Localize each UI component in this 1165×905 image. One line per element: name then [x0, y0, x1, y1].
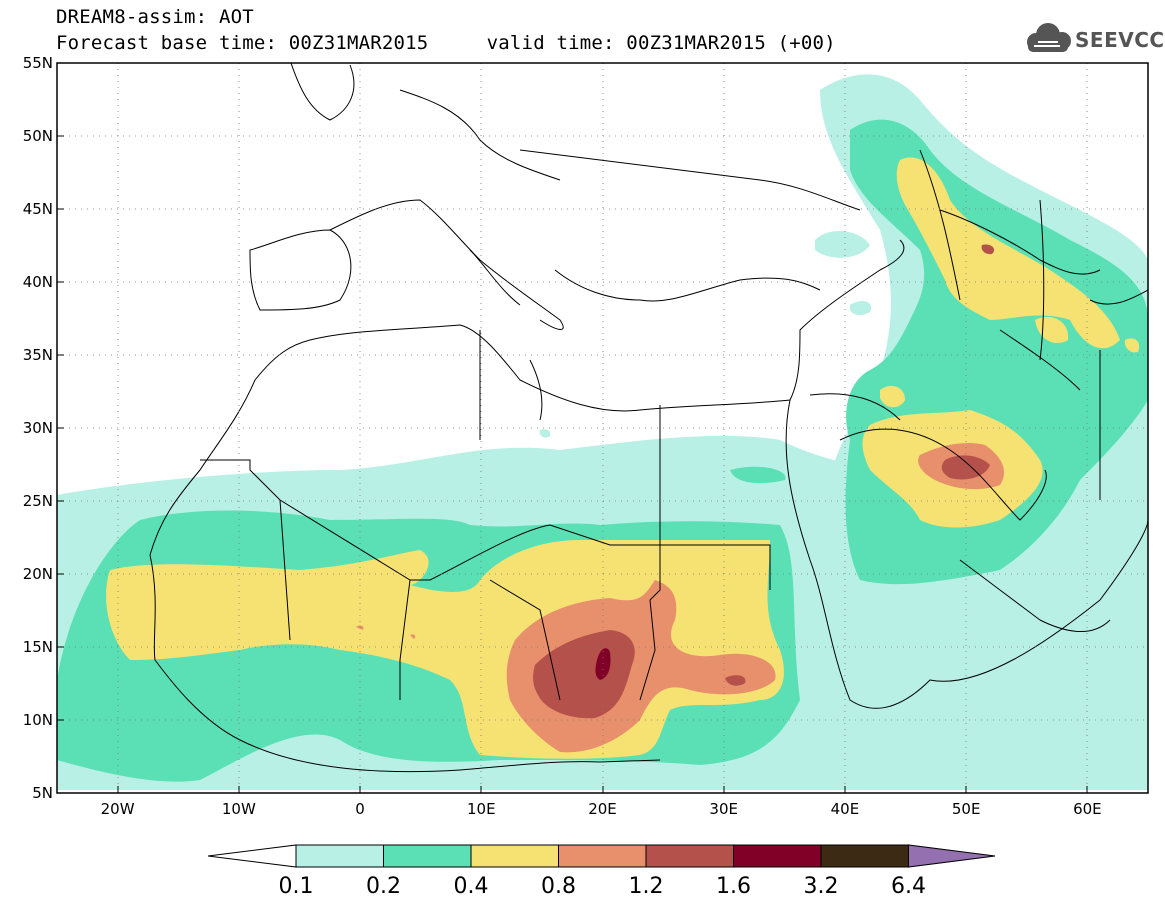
- coastlines-borders: [149, 63, 1148, 773]
- colorbar-label: 0.8: [541, 874, 576, 899]
- colorbar-labels: 0.1 0.2 0.4 0.8 1.2 1.6 3.2 6.4: [279, 874, 927, 899]
- colorbar-segment: [558, 844, 647, 868]
- lat-label: 45N: [23, 200, 53, 218]
- cloud-icon: [1027, 23, 1071, 52]
- lon-label: 60E: [1073, 800, 1102, 818]
- colorbar-high-triangle: [908, 844, 996, 868]
- lon-label: 20E: [588, 800, 617, 818]
- colorbar-segment: [295, 844, 384, 868]
- colorbar-label: 1.6: [716, 874, 751, 899]
- colorbar-segment: [645, 844, 734, 868]
- colorbar-segment: [383, 844, 472, 868]
- forecast-time-line: Forecast base time: 00Z31MAR2015 valid t…: [56, 32, 836, 54]
- latitude-labels: 55N 50N 45N 40N 35N 30N 25N 20N 15N 10N 5N: [23, 54, 53, 802]
- lon-label: 0: [355, 800, 365, 818]
- lon-label: 40E: [831, 800, 860, 818]
- colorbar-label: 0.1: [279, 874, 314, 899]
- lon-label: 30E: [709, 800, 738, 818]
- colorbar-low-triangle: [207, 844, 297, 868]
- longitude-labels: 20W 10W 0 10E 20E 30E 40E 50E 60E: [101, 800, 1102, 818]
- colorbar-segment: [470, 844, 559, 868]
- lon-label: 10E: [467, 800, 496, 818]
- lon-label: 20W: [101, 800, 135, 818]
- lat-label: 40N: [23, 273, 53, 291]
- aot-field: [57, 74, 1148, 790]
- colorbar-label: 6.4: [891, 874, 926, 899]
- lat-label: 25N: [23, 492, 53, 510]
- lon-label: 50E: [952, 800, 981, 818]
- lat-label: 10N: [23, 711, 53, 729]
- colorbar-label: 0.2: [366, 874, 401, 899]
- colorbar-segment: [733, 844, 822, 868]
- colorbar-label: 3.2: [804, 874, 839, 899]
- lat-label: 20N: [23, 565, 53, 583]
- colorbar: [207, 844, 996, 868]
- colorbar-label: 0.4: [454, 874, 489, 899]
- lat-label: 30N: [23, 419, 53, 437]
- chart-title: DREAM8-assim: AOT: [56, 6, 254, 28]
- lat-label: 15N: [23, 638, 53, 656]
- lat-label: 35N: [23, 346, 53, 364]
- lat-label: 5N: [32, 784, 53, 802]
- colorbar-label: 1.2: [629, 874, 664, 899]
- lat-label: 55N: [23, 54, 53, 72]
- colorbar-segment: [820, 844, 909, 868]
- lon-label: 10W: [222, 800, 256, 818]
- logo-text: SEEVCCC: [1075, 28, 1165, 52]
- lat-label: 50N: [23, 127, 53, 145]
- axis-ticks: [57, 135, 1088, 793]
- aot-band-1.6: [595, 648, 611, 680]
